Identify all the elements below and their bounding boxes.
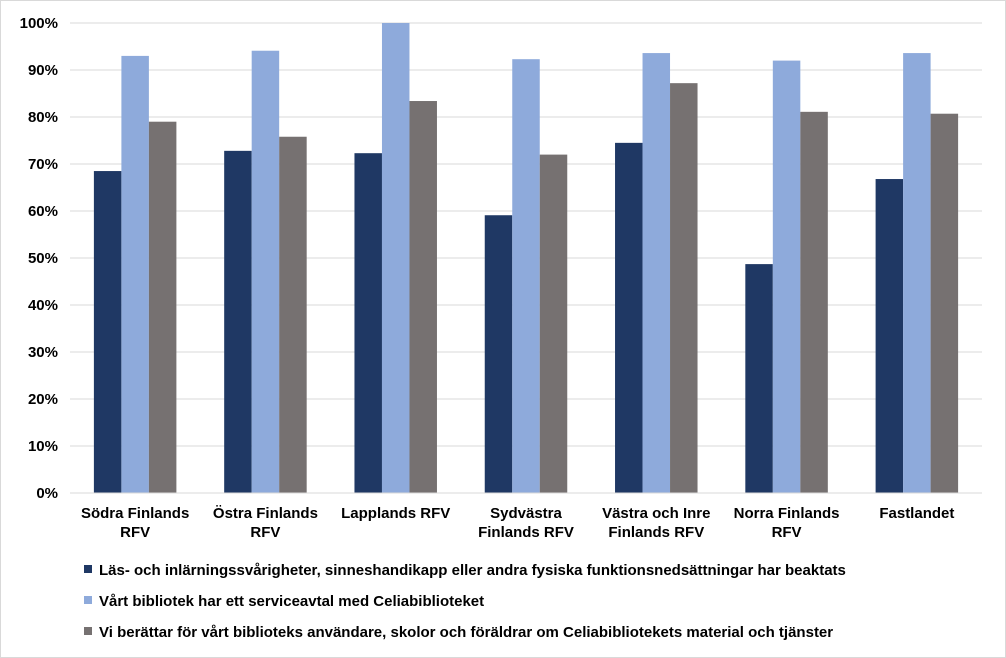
bar-series-3 (539, 154, 568, 493)
bar-series-2 (642, 53, 671, 494)
bar-series-2 (251, 50, 280, 493)
y-tick-label: 40% (28, 297, 58, 314)
bar-series-3 (930, 113, 959, 494)
bar-series-1 (224, 150, 252, 493)
y-tick-label: 90% (28, 62, 58, 79)
y-tick-label: 60% (28, 203, 58, 220)
y-tick-label: 80% (28, 109, 58, 126)
bar-series-2 (903, 53, 931, 494)
x-tick-label: RFV (772, 524, 802, 541)
y-tick-label: 30% (28, 344, 58, 361)
bars (93, 23, 959, 494)
legend-swatch-2 (84, 596, 92, 604)
legend-swatch-3 (84, 627, 92, 635)
bar-series-3 (279, 136, 307, 494)
legend-label: Vi berättar för vårt biblioteks användar… (99, 624, 833, 641)
bar-series-3 (409, 101, 437, 494)
x-tick-label: Sydvästra (490, 505, 562, 522)
bar-series-1 (354, 153, 382, 493)
x-tick-label: Västra och Inre (602, 505, 710, 522)
y-tick-label: 20% (28, 391, 58, 408)
x-tick-label: Finlands RFV (608, 524, 704, 541)
legend: Läs- och inlärningssvårigheter, sinnesha… (84, 562, 846, 641)
x-tick-label: Östra Finlands (213, 505, 318, 522)
bar-series-1 (484, 215, 513, 494)
x-tick-label: Norra Finlands (734, 505, 840, 522)
bar-series-1 (615, 142, 643, 493)
legend-label: Vårt bibliotek har ett serviceavtal med … (99, 593, 484, 610)
x-tick-label: Finlands RFV (478, 524, 574, 541)
y-tick-label: 50% (28, 250, 58, 267)
legend-label: Läs- och inlärningssvårigheter, sinnesha… (99, 562, 846, 579)
x-axis: Södra Finlands RFV Östra Finlands RFV Lappla… (70, 492, 982, 541)
bar-series-1 (745, 264, 773, 493)
bar-series-1 (93, 171, 122, 494)
y-tick-label: 100% (20, 15, 58, 32)
bar-series-3 (670, 83, 698, 493)
x-tick-label: RFV (250, 524, 280, 541)
y-tick-label: 10% (28, 438, 58, 455)
y-tick-label: 70% (28, 156, 58, 173)
bar-series-2 (121, 55, 149, 494)
x-tick-label: Södra Finlands (81, 505, 189, 522)
bar-series-2 (381, 23, 410, 493)
bar-series-2 (512, 59, 540, 493)
bar-series-3 (148, 121, 177, 493)
y-axis: 0% 10% 20% 30% 40% 50% 60% 70% 80% 90% 100% (20, 15, 58, 502)
bar-series-2 (772, 60, 801, 493)
y-tick-label: 0% (36, 485, 58, 502)
legend-swatch-1 (84, 565, 92, 573)
x-tick-label: RFV (120, 524, 150, 541)
bar-series-1 (875, 179, 904, 494)
x-tick-label: Fastlandet (879, 505, 954, 522)
bar-series-3 (800, 111, 828, 493)
x-tick-label: Lapplands RFV (341, 505, 450, 522)
